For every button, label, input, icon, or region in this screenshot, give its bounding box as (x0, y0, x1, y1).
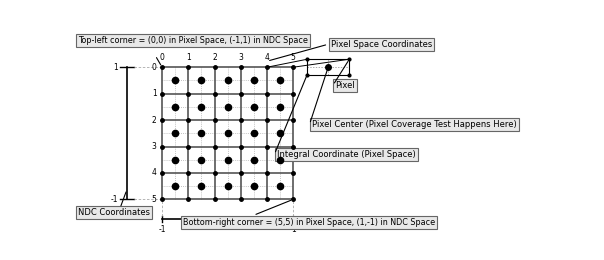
Text: -1: -1 (110, 195, 118, 204)
Text: 2: 2 (212, 53, 217, 62)
Text: -1: -1 (158, 225, 166, 235)
Text: Pixel: Pixel (335, 81, 355, 90)
Text: Pixel Center (Pixel Coverage Test Happens Here): Pixel Center (Pixel Coverage Test Happen… (312, 120, 516, 129)
Text: 1: 1 (113, 63, 118, 72)
Text: 1: 1 (152, 89, 156, 98)
Text: 1: 1 (186, 53, 191, 62)
Text: 2: 2 (152, 116, 156, 125)
Text: 4: 4 (152, 168, 156, 177)
Text: 0: 0 (152, 63, 156, 72)
Text: 0: 0 (159, 53, 164, 62)
Text: Bottom-right corner = (5,5) in Pixel Space, (1,-1) in NDC Space: Bottom-right corner = (5,5) in Pixel Spa… (183, 218, 435, 227)
Text: 4: 4 (265, 53, 269, 62)
Text: NDC Coordinates: NDC Coordinates (78, 208, 150, 217)
Text: 3: 3 (239, 53, 243, 62)
Text: 1: 1 (291, 225, 295, 235)
Text: Top-left corner = (0,0) in Pixel Space, (-1,1) in NDC Space: Top-left corner = (0,0) in Pixel Space, … (78, 36, 307, 45)
Text: Pixel Space Coordinates: Pixel Space Coordinates (330, 40, 432, 49)
Text: 3: 3 (152, 142, 156, 151)
Text: Integral Coordinate (Pixel Space): Integral Coordinate (Pixel Space) (277, 150, 416, 159)
Text: 5: 5 (152, 195, 156, 204)
Text: 5: 5 (291, 53, 295, 62)
